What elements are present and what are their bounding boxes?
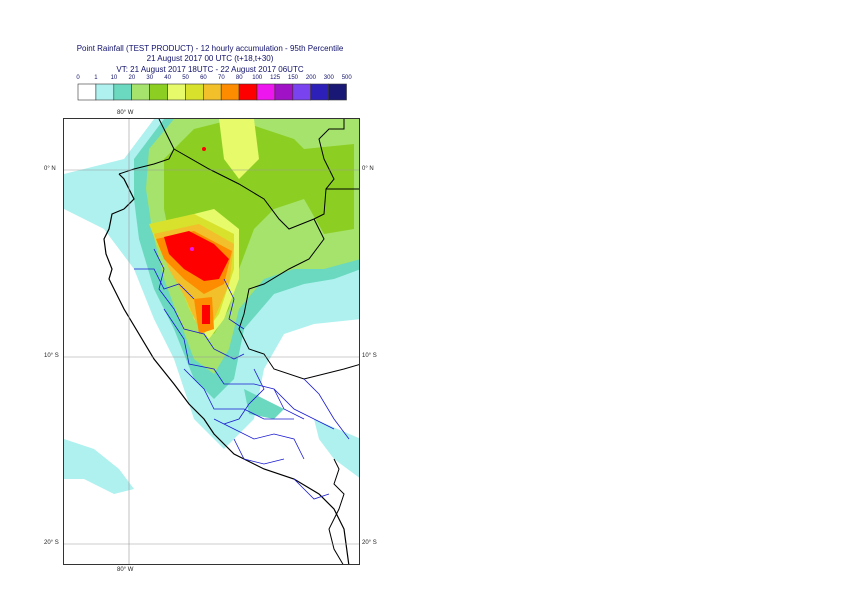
legend-threshold-label: 10: [110, 75, 118, 81]
legend-threshold-label: 150: [288, 75, 299, 81]
legend-swatch: [238, 83, 258, 101]
lat-label-left-10: 10° S: [44, 353, 59, 359]
legend-threshold-label: 40: [164, 75, 171, 81]
legend-swatch: [95, 83, 115, 101]
lat-label-right-10: 10° S: [362, 353, 377, 359]
map-canvas: [64, 119, 359, 564]
legend-threshold-label: 0: [76, 75, 80, 81]
lat-label-left-0: 0° N: [44, 166, 56, 172]
map-title: Point Rainfall (TEST PRODUCT) - 12 hourl…: [76, 44, 344, 53]
lon-label-bottom: 80° W: [117, 567, 134, 573]
legend-threshold-label: 1: [94, 75, 98, 81]
run-time: 21 August 2017 00 UTC (t+18,t+30): [146, 54, 274, 63]
legend-threshold-label: 100: [252, 75, 263, 81]
legend-threshold-label: 125: [270, 75, 281, 81]
lat-label-left-20: 20° S: [44, 540, 59, 546]
region-borders: [134, 248, 350, 500]
legend-threshold-label: 60: [200, 75, 207, 81]
legend-threshold-label: 70: [218, 75, 225, 81]
legend-threshold-label: 300: [323, 75, 334, 81]
lat-label-right-0: 0° N: [362, 166, 374, 172]
legend-swatch: [256, 83, 276, 101]
legend-swatch: [310, 83, 329, 101]
legend-swatch: [185, 83, 204, 101]
legend-threshold-label: 200: [305, 75, 316, 81]
legend-threshold-label: 500: [341, 75, 352, 81]
legend-swatch: [274, 83, 294, 101]
legend-threshold-label: 30: [146, 75, 154, 81]
rainfall-map[interactable]: [63, 118, 360, 565]
legend-swatch: [328, 83, 347, 101]
valid-time: VT: 21 August 2017 18UTC - 22 August 201…: [116, 65, 304, 74]
legend-swatch: [113, 83, 133, 101]
legend-swatch: [292, 83, 311, 101]
legend-threshold-label: 80: [235, 75, 243, 81]
legend-swatch: [167, 83, 186, 101]
lat-label-right-20: 20° S: [362, 540, 377, 546]
lon-label-top: 80° W: [117, 110, 134, 116]
legend-swatch: [77, 83, 97, 101]
legend-swatch: [203, 83, 222, 101]
graticule: [64, 119, 359, 564]
rainfall-field: [64, 119, 359, 494]
legend-threshold-label: 50: [182, 75, 189, 81]
legend-threshold-label: 20: [128, 75, 136, 81]
legend-swatch: [149, 83, 168, 101]
legend-swatch: [131, 83, 150, 101]
legend-swatch: [220, 83, 240, 101]
